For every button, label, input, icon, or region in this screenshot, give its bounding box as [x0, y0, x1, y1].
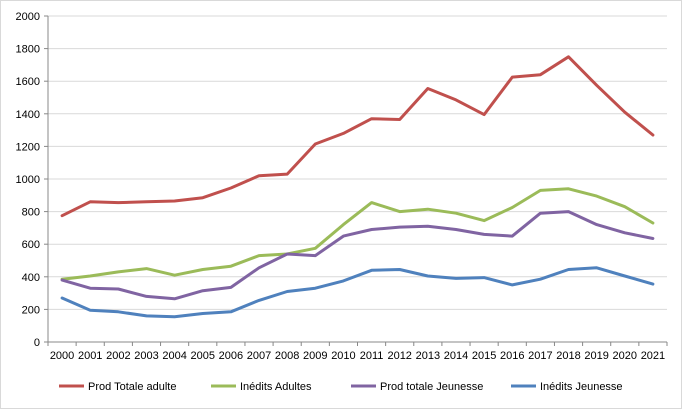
- series-line-3: [60, 266, 655, 319]
- legend-label-2: Prod totale Jeunesse: [380, 381, 483, 393]
- x-tick-label: 2007: [247, 350, 271, 362]
- gridlines: [48, 15, 667, 343]
- y-tick-label: 400: [22, 272, 40, 284]
- x-tick-label: 2018: [556, 350, 580, 362]
- legend-label-3: Inédits Jeunesse: [540, 381, 623, 393]
- x-tick-label: 2006: [219, 350, 243, 362]
- x-tick-label: 2001: [78, 350, 102, 362]
- x-tick-label: 2002: [106, 350, 130, 362]
- x-tick-label: 2008: [275, 350, 299, 362]
- x-tick-label: 2009: [303, 350, 327, 362]
- series-lines: [60, 55, 655, 319]
- x-tick-label: 2015: [472, 350, 496, 362]
- series-line-2: [60, 210, 655, 301]
- x-tick-label: 2016: [500, 350, 524, 362]
- y-tick-label: 1400: [16, 109, 40, 121]
- x-tick-label: 2003: [134, 350, 158, 362]
- y-tick-label: 1800: [16, 44, 40, 56]
- x-tick-label: 2021: [641, 350, 665, 362]
- y-tick-label: 1200: [16, 141, 40, 153]
- series-line-1: [60, 187, 655, 281]
- x-tick-label: 2020: [613, 350, 637, 362]
- x-tick-label: 2012: [387, 350, 411, 362]
- legend-label-1: Inédits Adultes: [240, 381, 312, 393]
- x-tick-label: 2005: [191, 350, 215, 362]
- y-tick-label: 200: [22, 304, 40, 316]
- y-tick-label: 0: [34, 337, 40, 349]
- legend: Prod Totale adulte Inédits Adultes Prod to…: [59, 381, 623, 393]
- y-tick-label: 1600: [16, 76, 40, 88]
- y-tick-label: 600: [22, 239, 40, 251]
- x-tick-label: 2014: [444, 350, 468, 362]
- y-tick-label: 800: [22, 207, 40, 219]
- x-tick-label: 2017: [528, 350, 552, 362]
- x-tick-label: 2011: [360, 350, 384, 362]
- axes: 0 200 400 600 800 1000 1200 1400 1600 1800 2000 200…: [16, 11, 668, 362]
- x-tick-label: 2013: [416, 350, 440, 362]
- legend-label-0: Prod Totale adulte: [88, 381, 176, 393]
- series-line-0: [60, 55, 655, 218]
- y-tick-label: 2000: [16, 11, 40, 23]
- x-tick-label: 2019: [584, 350, 608, 362]
- x-tick-label: 2004: [162, 350, 186, 362]
- y-tick-label: 1000: [16, 174, 40, 186]
- x-tick-label: 2010: [331, 350, 355, 362]
- x-tick-label: 2000: [50, 350, 74, 362]
